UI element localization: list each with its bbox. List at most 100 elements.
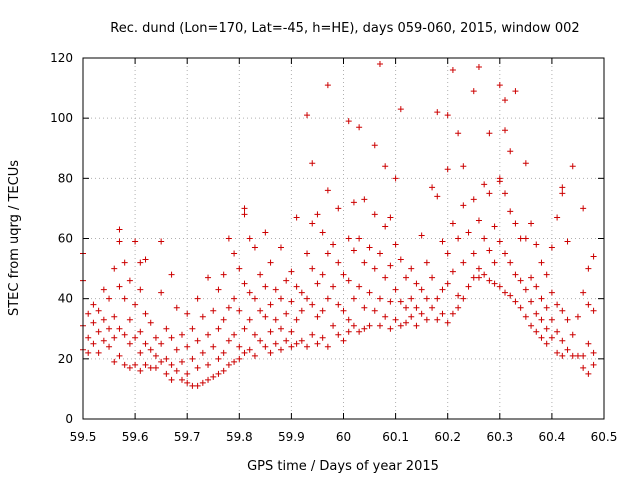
data-point	[580, 352, 587, 359]
data-point	[350, 322, 357, 329]
data-point	[392, 241, 399, 248]
data-point	[455, 292, 462, 299]
x-tick-label: 59.8	[226, 430, 253, 444]
data-point	[272, 316, 279, 323]
data-point	[199, 379, 206, 386]
data-point	[231, 295, 238, 302]
data-point	[194, 382, 201, 389]
data-point	[345, 328, 352, 335]
data-point	[158, 358, 165, 365]
data-point	[142, 361, 149, 368]
data-point	[132, 361, 139, 368]
data-point	[262, 229, 269, 236]
data-point	[423, 316, 430, 323]
data-point	[403, 274, 410, 281]
data-point	[189, 325, 196, 332]
data-point	[199, 313, 206, 320]
data-point	[533, 283, 540, 290]
data-point	[168, 376, 175, 383]
data-point	[330, 322, 337, 329]
data-point	[418, 232, 425, 239]
data-point	[418, 310, 425, 317]
data-point	[309, 160, 316, 167]
data-point	[559, 337, 566, 344]
data-point	[288, 268, 295, 275]
data-point	[293, 214, 300, 221]
data-point	[340, 337, 347, 344]
data-point	[371, 307, 378, 314]
data-point	[538, 259, 545, 266]
data-point	[173, 304, 180, 311]
data-point	[512, 220, 519, 227]
data-point	[528, 220, 535, 227]
data-point	[241, 280, 248, 287]
data-point	[189, 355, 196, 362]
x-tick-label: 59.5	[70, 430, 97, 444]
data-point	[215, 325, 222, 332]
data-point	[304, 112, 311, 119]
data-point	[267, 301, 274, 308]
x-tick-label: 59.7	[174, 430, 201, 444]
data-point	[100, 337, 107, 344]
data-point	[585, 301, 592, 308]
data-point	[241, 211, 248, 218]
data-point	[449, 220, 456, 227]
data-point	[257, 337, 264, 344]
data-point	[475, 64, 482, 71]
data-point	[262, 313, 269, 320]
data-point	[350, 295, 357, 302]
data-point	[314, 211, 321, 218]
data-point	[319, 229, 326, 236]
data-point	[116, 283, 123, 290]
data-point	[559, 352, 566, 359]
data-point	[220, 271, 227, 278]
data-point	[392, 175, 399, 182]
data-point	[564, 316, 571, 323]
x-tick-label: 60.3	[486, 430, 513, 444]
data-point	[106, 325, 113, 332]
data-point	[319, 334, 326, 341]
y-tick-label: 0	[65, 412, 73, 426]
data-point	[173, 346, 180, 353]
data-point	[272, 286, 279, 293]
data-point	[376, 295, 383, 302]
data-point	[288, 298, 295, 305]
data-point	[225, 337, 232, 344]
data-point	[507, 208, 514, 215]
data-point	[335, 259, 342, 266]
data-point	[298, 289, 305, 296]
data-point	[376, 61, 383, 68]
data-point	[147, 319, 154, 326]
data-point	[137, 367, 144, 374]
data-point	[554, 301, 561, 308]
data-point	[126, 364, 133, 371]
data-point	[272, 340, 279, 347]
data-point	[283, 277, 290, 284]
x-tick-label: 60.2	[434, 430, 461, 444]
data-point	[528, 274, 535, 281]
data-point	[330, 241, 337, 248]
data-point	[220, 367, 227, 374]
data-point	[132, 334, 139, 341]
data-point	[434, 193, 441, 200]
data-point	[382, 163, 389, 170]
y-axis-label: STEC from uqrg / TECUs	[7, 160, 22, 316]
data-point	[225, 235, 232, 242]
data-point	[460, 259, 467, 266]
data-point	[121, 295, 128, 302]
data-point	[147, 364, 154, 371]
data-point	[366, 322, 373, 329]
data-point	[132, 238, 139, 245]
data-point	[168, 334, 175, 341]
data-point	[168, 361, 175, 368]
data-point	[184, 310, 191, 317]
data-point	[205, 376, 212, 383]
data-point	[507, 292, 514, 299]
data-point	[236, 307, 243, 314]
data-point	[382, 274, 389, 281]
data-point	[413, 322, 420, 329]
data-point	[121, 331, 128, 338]
data-point	[569, 163, 576, 170]
data-point	[528, 298, 535, 305]
data-point	[111, 358, 118, 365]
